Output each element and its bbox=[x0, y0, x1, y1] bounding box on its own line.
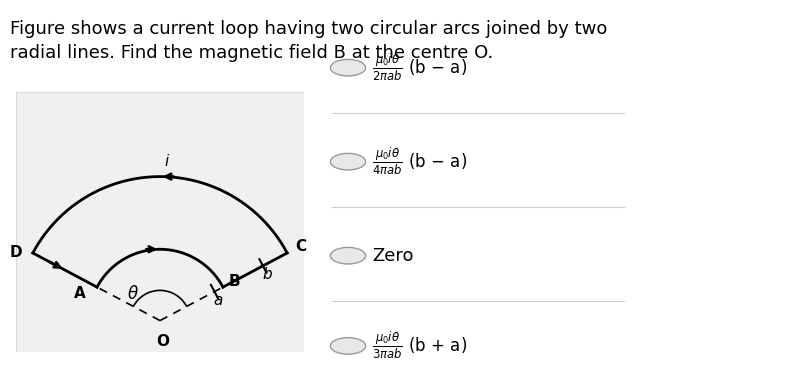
Text: B: B bbox=[229, 274, 240, 289]
Text: $\frac{\mu_0 i\theta}{4\pi ab}$ (b − a): $\frac{\mu_0 i\theta}{4\pi ab}$ (b − a) bbox=[372, 146, 467, 178]
Text: Zero: Zero bbox=[372, 247, 414, 265]
Text: B: B bbox=[342, 155, 354, 169]
Text: radial lines. Find the magnetic field B at the centre O.: radial lines. Find the magnetic field B … bbox=[10, 44, 494, 62]
Text: O: O bbox=[156, 334, 170, 349]
Text: Figure shows a current loop having two circular arcs joined by two: Figure shows a current loop having two c… bbox=[10, 20, 607, 38]
FancyBboxPatch shape bbox=[16, 91, 304, 352]
Text: b: b bbox=[262, 267, 272, 282]
Text: C: C bbox=[343, 249, 353, 263]
Text: C: C bbox=[295, 239, 306, 254]
Text: A: A bbox=[74, 287, 86, 302]
Text: A: A bbox=[342, 61, 354, 75]
Text: D: D bbox=[10, 246, 22, 261]
Text: $\frac{\mu_0 i\theta}{3\pi ab}$ (b + a): $\frac{\mu_0 i\theta}{3\pi ab}$ (b + a) bbox=[372, 330, 467, 362]
Text: D: D bbox=[342, 339, 354, 353]
Text: i: i bbox=[165, 154, 169, 168]
Text: $\frac{\mu_0 i\theta}{2\pi ab}$ (b − a): $\frac{\mu_0 i\theta}{2\pi ab}$ (b − a) bbox=[372, 52, 467, 84]
Text: a: a bbox=[214, 293, 223, 308]
Text: $\theta$: $\theta$ bbox=[126, 285, 138, 303]
